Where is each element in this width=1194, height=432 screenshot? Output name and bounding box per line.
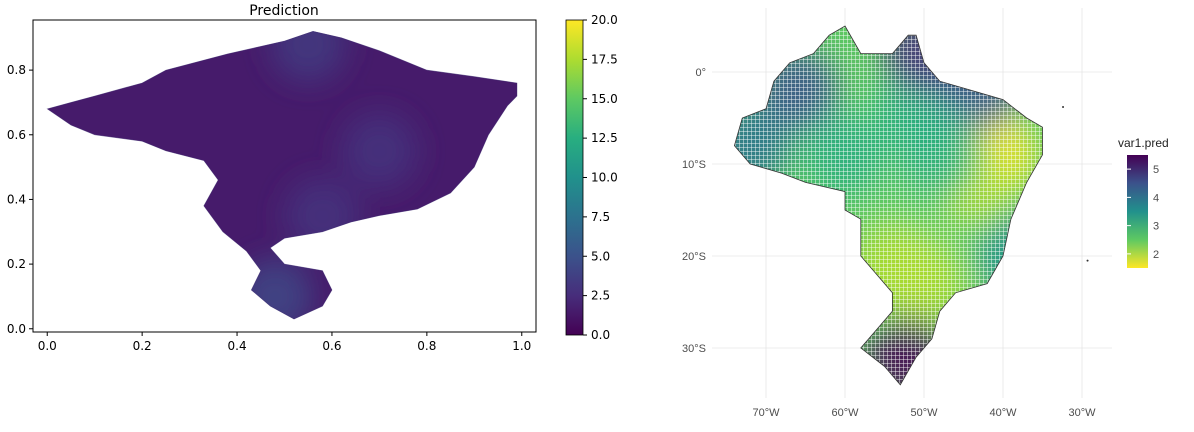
chart-title: Prediction: [249, 3, 319, 19]
y-tick-label: 0.4: [7, 192, 26, 206]
colorbar-tick-label: 10.0: [591, 171, 618, 185]
colorbar-tick-label: 15.0: [591, 92, 618, 106]
x-tick-label: 50°W: [910, 407, 938, 419]
island-marker: [1062, 105, 1065, 108]
y-tick-label: 10°S: [682, 159, 706, 171]
cell-grid-overlay: [734, 26, 1043, 385]
y-axis: 0° 10°S 20°S 30°S: [682, 67, 706, 355]
colorbar-tick-label: 7.5: [591, 210, 610, 224]
x-axis: 70°W 60°W 50°W 40°W 30°W: [752, 407, 1096, 419]
colorbar-tick-label: 2.5: [591, 289, 610, 303]
y-tick-label: 0.2: [7, 257, 26, 271]
colorbar-tick-label: 12.5: [591, 131, 618, 145]
y-tick-label: 20°S: [682, 251, 706, 263]
y-tick-label: 0.8: [7, 63, 26, 77]
y-tick-label: 0.0: [7, 322, 26, 336]
y-tick-label: 0°: [695, 67, 706, 79]
colorbar-gradient: [565, 19, 584, 336]
x-tick-label: 0.8: [417, 339, 436, 353]
x-tick-label: 60°W: [831, 407, 859, 419]
x-axis: 0.0 0.2 0.4 0.6 0.8 1.0: [38, 332, 531, 353]
x-tick-label: 0.0: [38, 339, 57, 353]
legend-title: var1.pred: [1118, 136, 1169, 150]
var1-pred-map: 70°W 60°W 50°W 40°W 30°W 0° 10°S 20°S 30°S var1…: [682, 8, 1169, 419]
x-tick-label: 40°W: [989, 407, 1017, 419]
colorbar-tick-label: 20.0: [591, 13, 618, 27]
legend-gradient: [1127, 155, 1148, 268]
region-outline: [46, 30, 518, 320]
colorbar-tick-label: 5.0: [591, 249, 610, 263]
x-tick-label: 1.0: [512, 339, 531, 353]
colorbar-ticks: 0.0 2.5 5.0 7.5 10.0 12.5 15.0 17.5 20.0: [583, 13, 618, 342]
colorbar-tick-label: 0.0: [591, 328, 610, 342]
legend-ticks: 2 3 4 5: [1127, 164, 1159, 261]
x-tick-label: 0.2: [133, 339, 152, 353]
legend-tick-label: 5: [1153, 164, 1159, 176]
heatmap-hotspot: [341, 112, 418, 189]
legend-tick-label: 2: [1153, 249, 1159, 261]
y-tick-label: 0.6: [7, 128, 26, 142]
y-tick-label: 30°S: [682, 343, 706, 355]
country-outline: [733, 25, 1043, 386]
x-tick-label: 30°W: [1068, 407, 1096, 419]
legend: var1.pred 2 3 4 5: [1118, 136, 1169, 268]
y-axis: 0.0 0.2 0.4 0.6 0.8: [7, 63, 33, 336]
colorbar-tick-label: 17.5: [591, 52, 618, 66]
legend-tick-label: 3: [1153, 221, 1159, 233]
x-tick-label: 70°W: [752, 407, 780, 419]
x-tick-label: 0.4: [228, 339, 247, 353]
var1-pred-heatmap: [734, 26, 1043, 385]
prediction-chart: Prediction 0.0 0.2 0.4 0.6 0.8 1.0 0.00.20.40…: [7, 3, 618, 353]
legend-tick-label: 4: [1153, 192, 1159, 204]
x-tick-label: 0.6: [322, 339, 341, 353]
island-marker: [1086, 259, 1089, 262]
islands: [1062, 105, 1089, 262]
heatmap-hotspot: [270, 31, 347, 83]
colorbar: 0.0 2.5 5.0 7.5 10.0 12.5 15.0 17.5 20.0: [565, 13, 618, 342]
